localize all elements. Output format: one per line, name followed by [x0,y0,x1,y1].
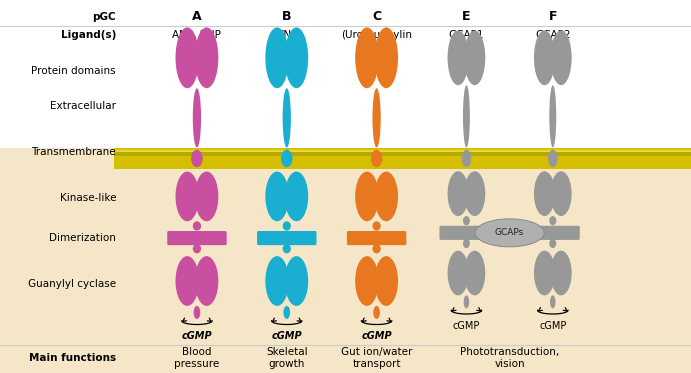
Ellipse shape [355,172,379,221]
Text: Gut ion/water
transport: Gut ion/water transport [341,347,413,369]
Ellipse shape [285,256,308,306]
Ellipse shape [534,31,555,85]
Text: Dimerization: Dimerization [49,233,116,243]
Text: GCAP1: GCAP1 [448,31,484,40]
FancyBboxPatch shape [439,226,493,240]
Ellipse shape [283,244,291,253]
Ellipse shape [372,244,381,253]
Ellipse shape [375,172,398,221]
Text: A: A [192,10,202,23]
Text: (Uro)guanylin: (Uro)guanylin [341,31,412,40]
Text: Extracellular: Extracellular [50,101,116,111]
Text: E: E [462,10,471,23]
Ellipse shape [464,295,469,308]
Bar [114,22,691,148]
Text: B: B [282,10,292,23]
Ellipse shape [285,27,308,88]
Text: cGMP: cGMP [182,331,212,341]
Text: GCAPs: GCAPs [495,228,524,237]
Ellipse shape [463,216,470,225]
Text: Guanylyl cyclase: Guanylyl cyclase [28,279,116,289]
Ellipse shape [375,256,398,306]
Ellipse shape [463,85,470,148]
Ellipse shape [372,221,381,231]
Ellipse shape [448,251,468,295]
Ellipse shape [462,150,471,167]
Ellipse shape [176,27,199,88]
Text: cGMP: cGMP [361,331,392,341]
Ellipse shape [193,221,201,231]
Ellipse shape [463,239,470,248]
Ellipse shape [283,221,291,231]
Text: Blood
pressure: Blood pressure [174,347,220,369]
Ellipse shape [265,172,289,221]
Ellipse shape [193,244,201,253]
Ellipse shape [191,150,202,167]
Ellipse shape [534,251,555,295]
Ellipse shape [549,85,556,148]
Text: cGMP: cGMP [539,321,567,331]
Ellipse shape [375,27,398,88]
Text: Ligand(s): Ligand(s) [61,31,116,40]
Text: F: F [549,10,557,23]
FancyBboxPatch shape [526,226,580,240]
Ellipse shape [372,88,381,148]
Ellipse shape [549,216,556,225]
Ellipse shape [283,306,290,319]
Ellipse shape [464,31,485,85]
Ellipse shape [464,171,485,216]
Ellipse shape [195,27,218,88]
Ellipse shape [448,31,468,85]
Text: cGMP: cGMP [272,331,302,341]
FancyBboxPatch shape [347,231,406,245]
Ellipse shape [551,31,571,85]
Text: Phototransduction,
vision: Phototransduction, vision [460,347,559,369]
Ellipse shape [195,172,218,221]
Ellipse shape [551,171,571,216]
Ellipse shape [371,150,382,167]
Text: Protein domains: Protein domains [32,66,116,76]
Text: Skeletal
growth: Skeletal growth [266,347,307,369]
Text: Kinase-like: Kinase-like [59,194,116,203]
Ellipse shape [464,251,485,295]
Bar [0,0,691,148]
FancyBboxPatch shape [257,231,316,245]
Bar [114,150,691,151]
Ellipse shape [281,150,292,167]
Ellipse shape [195,256,218,306]
Text: Transmembrane: Transmembrane [32,147,116,157]
Text: Main functions: Main functions [29,353,116,363]
Ellipse shape [373,306,380,319]
FancyBboxPatch shape [167,231,227,245]
Text: cGMP: cGMP [453,321,480,331]
Bar [0,148,691,373]
Ellipse shape [176,172,199,221]
Ellipse shape [549,239,556,248]
Text: GCAP2: GCAP2 [535,31,571,40]
Text: pGC: pGC [93,12,116,22]
Ellipse shape [193,88,201,148]
Ellipse shape [355,256,379,306]
Ellipse shape [475,219,545,247]
Text: C: C [372,10,381,23]
Bar [114,148,691,169]
Ellipse shape [551,251,571,295]
Text: CNP: CNP [276,31,297,40]
Ellipse shape [534,171,555,216]
Ellipse shape [283,88,291,148]
Ellipse shape [448,171,468,216]
Ellipse shape [548,150,558,167]
Ellipse shape [355,27,379,88]
Bar [114,151,691,156]
Ellipse shape [265,256,289,306]
Ellipse shape [285,172,308,221]
Text: ANP, BNP: ANP, BNP [173,31,221,40]
Ellipse shape [193,306,200,319]
Ellipse shape [265,27,289,88]
Ellipse shape [550,295,556,308]
Ellipse shape [176,256,199,306]
